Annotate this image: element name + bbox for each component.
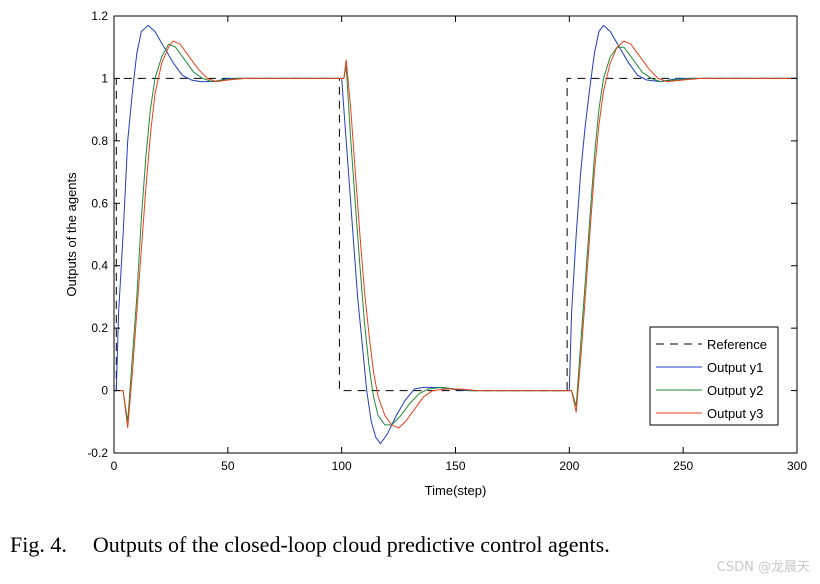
x-tick-label: 150: [445, 459, 465, 473]
axes-layer: 0 50 100 150 200 250 300-0.200.20.40.60.811.2: [87, 9, 807, 473]
legend-entry-3: Output y2: [707, 383, 763, 398]
legend: Reference Output y1 Output y2 Output y3: [649, 326, 779, 426]
x-tick-label: 0: [111, 459, 118, 473]
y-axis-label: Outputs of the agents: [64, 172, 79, 297]
x-tick-label: 200: [559, 459, 579, 473]
legend-entry-4: Output y3: [707, 406, 763, 421]
series-layer: [114, 24, 797, 445]
legend-entry-1: Reference: [707, 337, 767, 352]
x-axis-label: Time(step): [425, 483, 487, 498]
watermark-text: CSDN @龙晨天: [716, 560, 810, 575]
series-line-4: [114, 40, 797, 429]
figure-caption: Fig. 4. Outputs of the closed-loop cloud …: [10, 532, 610, 558]
y-tick-label: 0.6: [91, 196, 108, 210]
x-tick-label: 50: [221, 459, 235, 473]
x-tick-label: 300: [787, 459, 807, 473]
series-line-3: [114, 43, 797, 426]
outputs-line-chart: 0 50 100 150 200 250 300-0.200.20.40.60.811.2 …: [64, 9, 807, 498]
y-tick-label: 0.8: [91, 134, 108, 148]
caption-text: Outputs of the closed-loop cloud predict…: [92, 532, 610, 557]
figure-number: Fig. 4.: [10, 532, 67, 557]
x-tick-label: 250: [673, 459, 693, 473]
legend-entry-2: Output y1: [707, 360, 763, 375]
series-line-1: [114, 77, 797, 392]
x-tick-label: 100: [332, 459, 352, 473]
y-tick-label: 0: [101, 384, 108, 398]
y-tick-label: 0.4: [91, 259, 108, 273]
y-tick-label: 1: [101, 71, 108, 85]
series-line-2: [114, 24, 797, 445]
y-tick-label: 0.2: [91, 321, 108, 335]
y-tick-label: -0.2: [87, 446, 108, 460]
legend-box: [649, 326, 779, 426]
y-tick-label: 1.2: [91, 9, 108, 23]
